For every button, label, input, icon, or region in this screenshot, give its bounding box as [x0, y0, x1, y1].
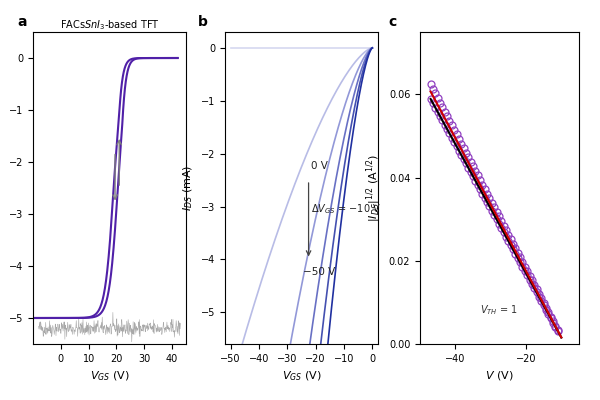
Y-axis label: $|I_{DS}|^{1/2}$ (A$^{1/2}$): $|I_{DS}|^{1/2}$ (A$^{1/2}$): [365, 154, 383, 222]
Text: a: a: [18, 15, 27, 29]
Text: 0 V: 0 V: [311, 162, 328, 172]
Text: c: c: [388, 15, 397, 29]
Text: $V_{TH}$ = 1: $V_{TH}$ = 1: [481, 303, 518, 317]
X-axis label: $V_{GS}$ (V): $V_{GS}$ (V): [281, 369, 322, 383]
X-axis label: $V_{GS}$ (V): $V_{GS}$ (V): [89, 369, 130, 383]
X-axis label: $V$ (V): $V$ (V): [485, 369, 514, 382]
Title: FACs$SnI_3$-based TFT: FACs$SnI_3$-based TFT: [59, 18, 160, 32]
Text: Δ$V_{GS}$ = −10 V: Δ$V_{GS}$ = −10 V: [311, 202, 382, 216]
Y-axis label: $I_{DS}$ (mA): $I_{DS}$ (mA): [182, 165, 196, 211]
Text: −50 V: −50 V: [303, 267, 335, 277]
Text: b: b: [197, 15, 208, 29]
